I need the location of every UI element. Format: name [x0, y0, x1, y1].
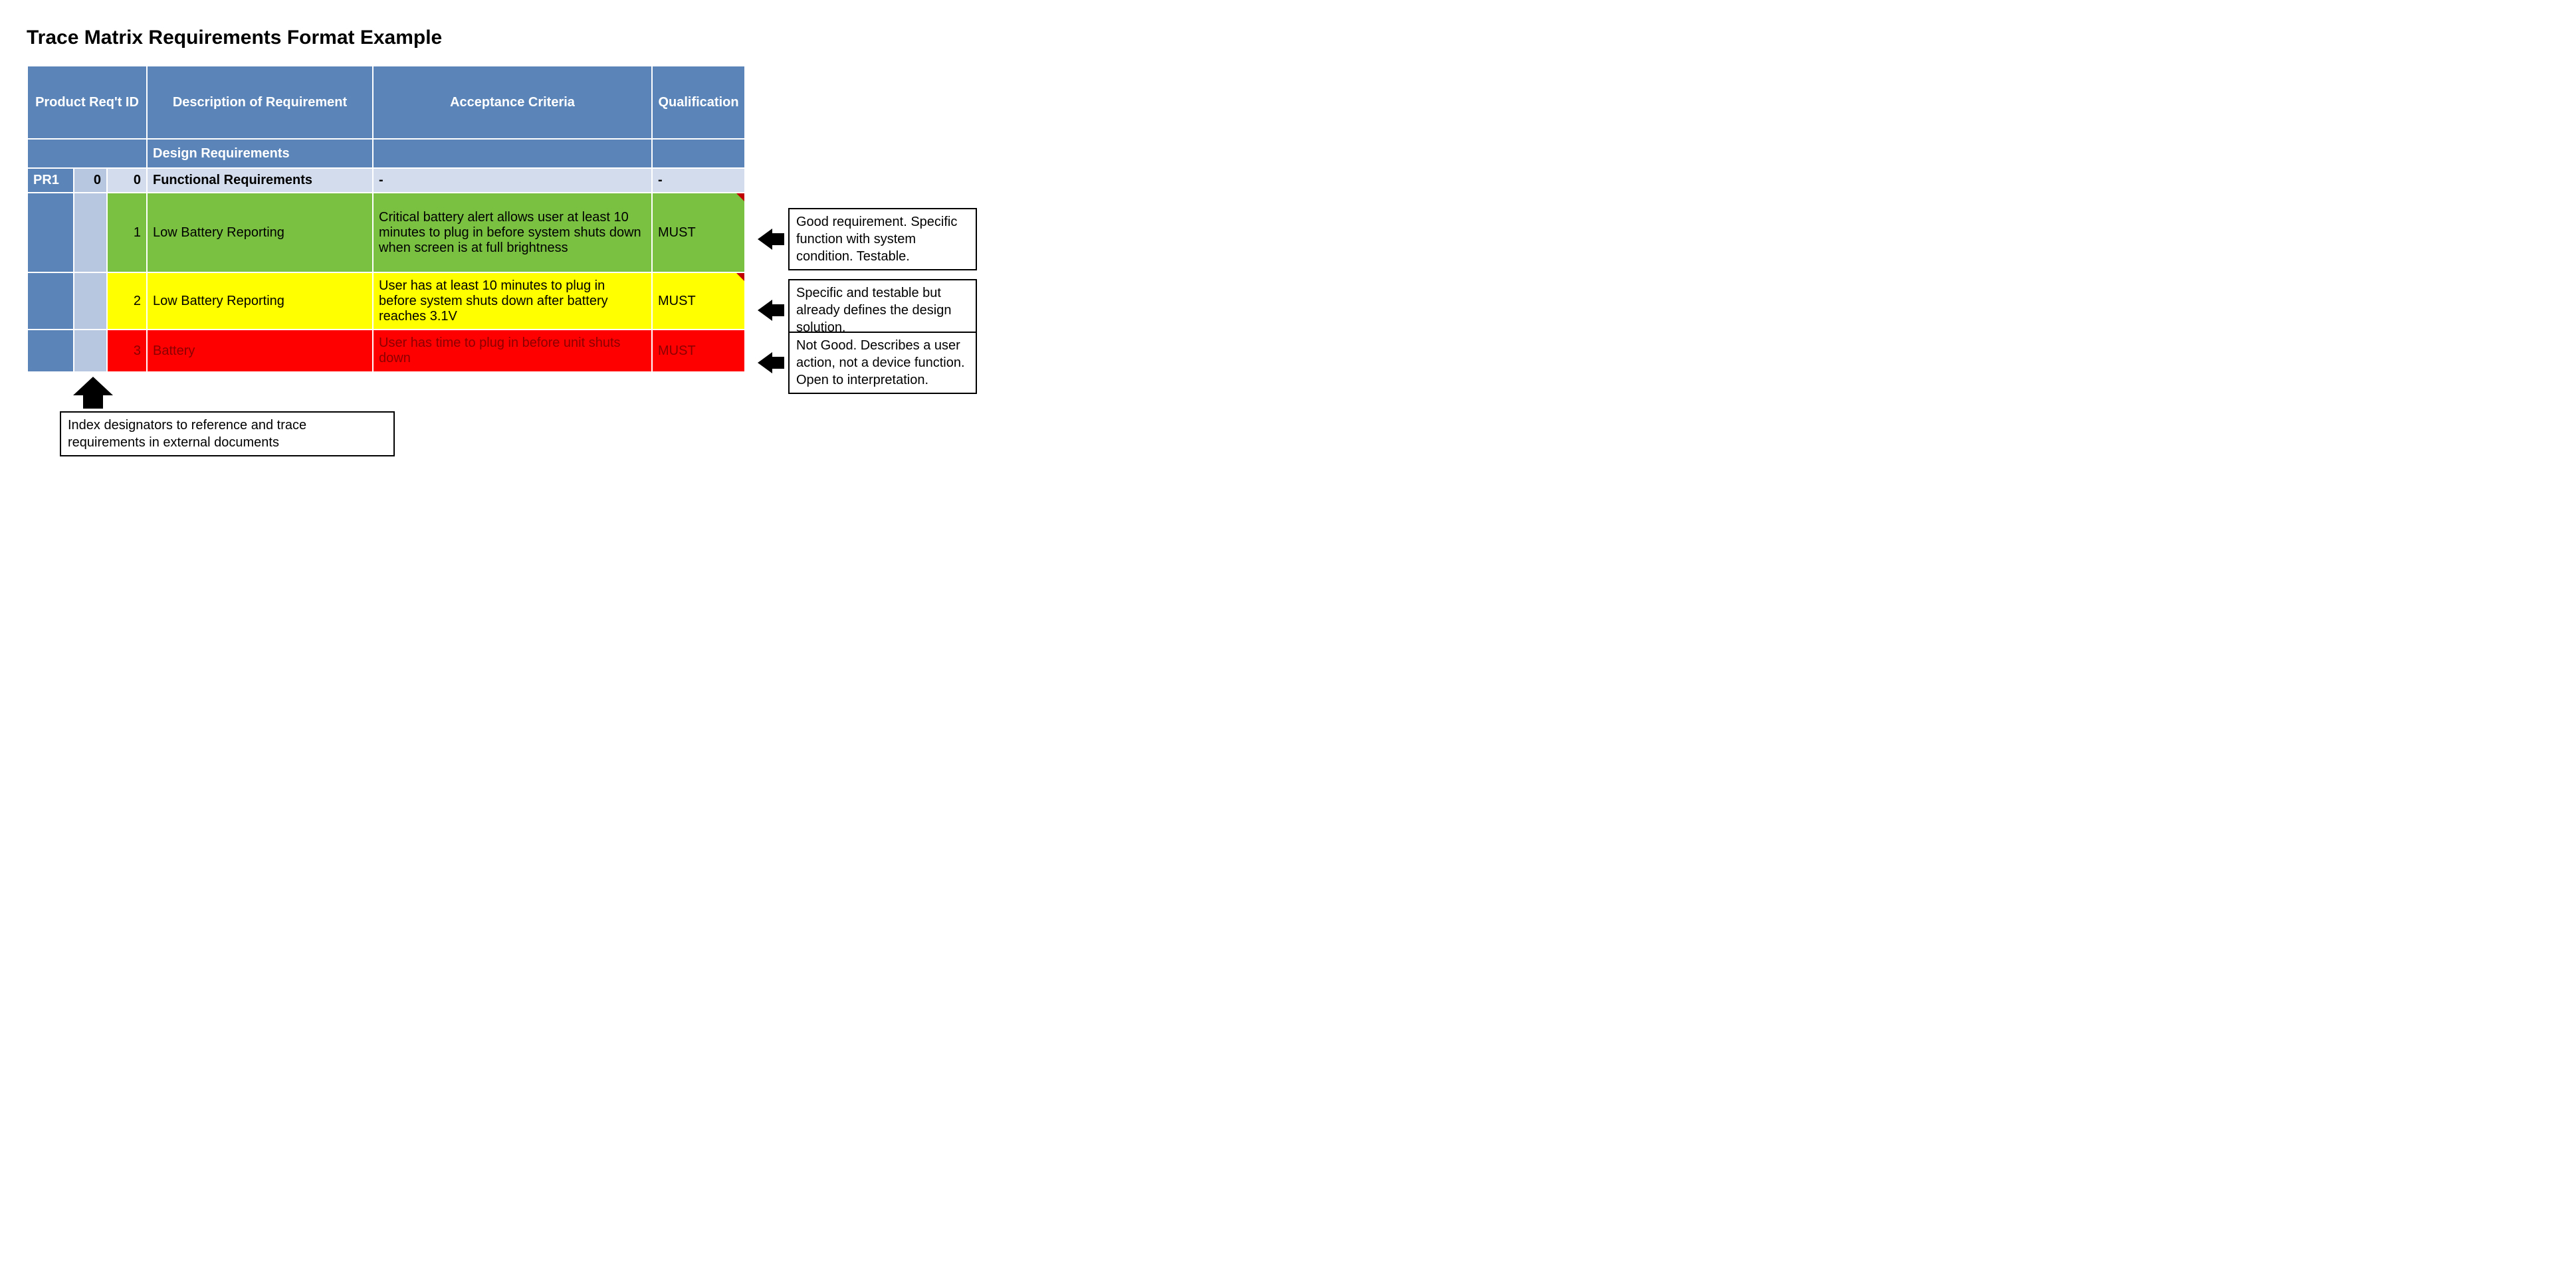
subheader-row: Design Requirements	[27, 139, 745, 168]
section-row: PR1 0 0 Functional Requirements - -	[27, 168, 745, 193]
footer-note: Index designators to reference and trace…	[60, 411, 395, 456]
row-description: Battery	[147, 330, 373, 372]
row-id-blank	[27, 330, 74, 372]
subheader-qual	[652, 139, 745, 168]
section-idx1: 0	[107, 168, 147, 193]
subheader-ac	[373, 139, 652, 168]
trace-matrix-table: Product Req't ID Description of Requirem…	[27, 65, 746, 373]
row-idx0-blank	[74, 272, 107, 330]
header-row: Product Req't ID Description of Requirem…	[27, 66, 745, 139]
row-id-blank	[27, 272, 74, 330]
row-index: 3	[107, 330, 147, 372]
section-id: PR1	[27, 168, 74, 193]
header-ac: Acceptance Criteria	[373, 66, 652, 139]
row-description: Low Battery Reporting	[147, 193, 373, 272]
callout-box: Not Good. Describes a user action, not a…	[788, 332, 977, 394]
row-index: 1	[107, 193, 147, 272]
table-row: 1Low Battery ReportingCritical battery a…	[27, 193, 745, 272]
callout-row: Good requirement. Specific function with…	[746, 198, 977, 280]
section-ac: -	[373, 168, 652, 193]
header-qual: Qualification	[652, 66, 745, 139]
row-id-blank	[27, 193, 74, 272]
table-row: 3BatteryUser has time to plug in before …	[27, 330, 745, 372]
arrow-up-icon	[73, 377, 746, 409]
row-qualification: MUST	[652, 330, 745, 372]
header-desc: Description of Requirement	[147, 66, 373, 139]
callout-row: Not Good. Describes a user action, not a…	[746, 340, 977, 385]
callout-box: Good requirement. Specific function with…	[788, 208, 977, 270]
section-qual: -	[652, 168, 745, 193]
row-acceptance-criteria: Critical battery alert allows user at le…	[373, 193, 652, 272]
row-index: 2	[107, 272, 147, 330]
row-acceptance-criteria: User has time to plug in before unit shu…	[373, 330, 652, 372]
section-idx0: 0	[74, 168, 107, 193]
row-description: Low Battery Reporting	[147, 272, 373, 330]
footer-annotation: Index designators to reference and trace…	[60, 377, 746, 456]
arrow-left-icon	[746, 300, 784, 321]
section-desc: Functional Requirements	[147, 168, 373, 193]
row-idx0-blank	[74, 193, 107, 272]
table-column: Product Req't ID Description of Requirem…	[27, 65, 746, 456]
page-title: Trace Matrix Requirements Format Example	[27, 27, 2549, 49]
subheader-desc: Design Requirements	[147, 139, 373, 168]
row-qualification: MUST	[652, 272, 745, 330]
row-acceptance-criteria: User has at least 10 minutes to plug in …	[373, 272, 652, 330]
main-layout: Product Req't ID Description of Requirem…	[27, 65, 2549, 456]
row-idx0-blank	[74, 330, 107, 372]
table-row: 2Low Battery ReportingUser has at least …	[27, 272, 745, 330]
arrow-left-icon	[746, 229, 784, 250]
subheader-blank	[27, 139, 147, 168]
header-id: Product Req't ID	[27, 66, 147, 139]
row-qualification: MUST	[652, 193, 745, 272]
arrow-left-icon	[746, 352, 784, 373]
callouts-column: Good requirement. Specific function with…	[746, 65, 977, 385]
